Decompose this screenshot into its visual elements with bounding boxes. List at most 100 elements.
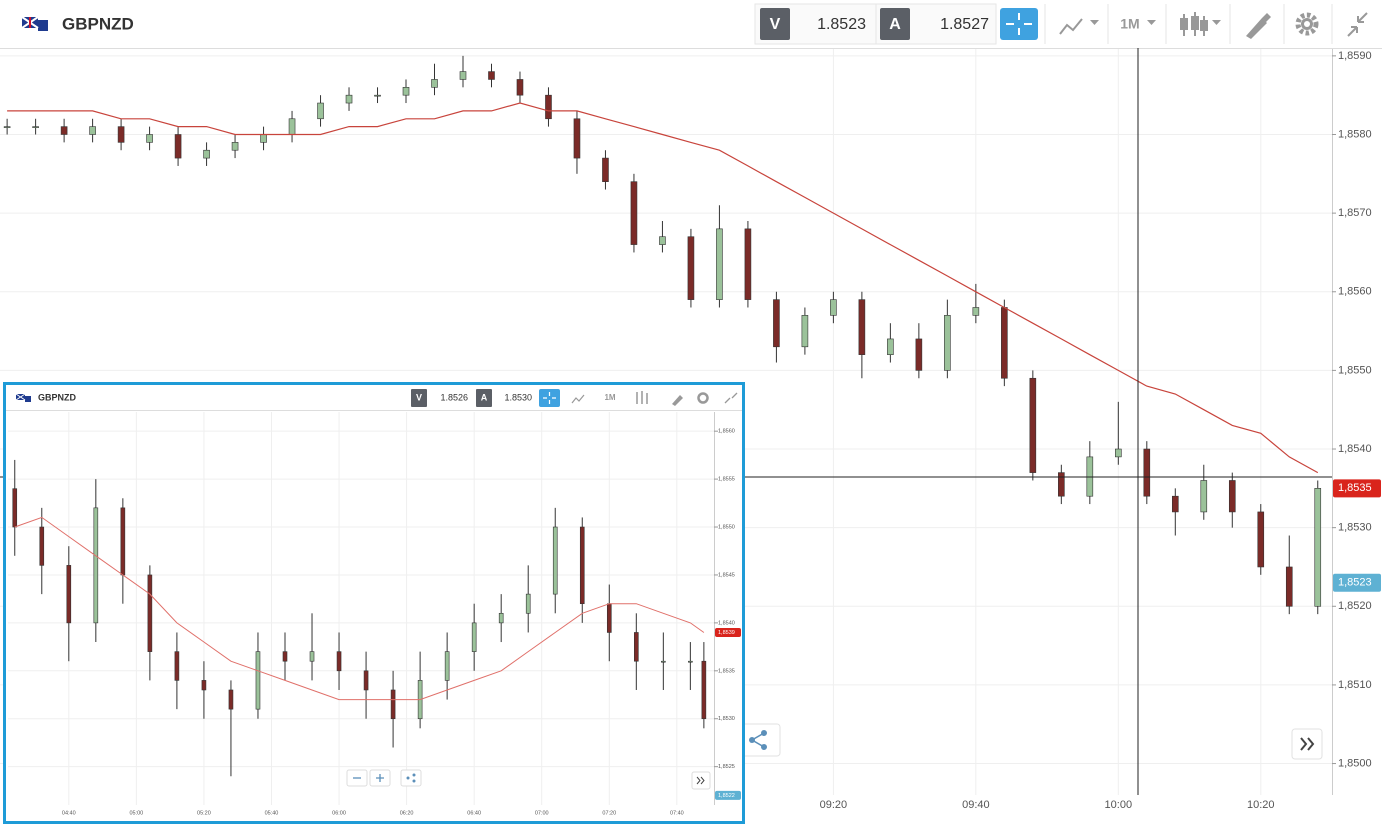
candle-body [120,507,126,576]
collapse-button[interactable] [1347,12,1368,37]
inset-header-bar [4,383,744,411]
y-tick-label: 1,8555 [718,477,735,483]
timeframe-button[interactable]: 1M [1120,16,1139,32]
inset-candle-style-button[interactable] [636,391,648,404]
candle-body [1285,566,1293,607]
header-bar [0,0,1382,48]
candle-body [579,526,585,605]
candle-body [317,102,324,120]
bid-label: V [770,16,781,33]
x-tick-label: 07:20 [602,810,616,816]
x-tick-label: 06:20 [400,810,414,816]
inset-draw-tool-button[interactable] [672,395,683,406]
crosshair-button[interactable] [1000,8,1038,40]
inset-collapse-button[interactable] [724,392,738,404]
inset-chart-type-button[interactable] [571,394,585,404]
candle-body [66,565,72,624]
x-tick-label: 05:20 [197,810,211,816]
settings-button[interactable] [1295,12,1319,36]
ask-price: 1.8527 [940,16,989,33]
x-tick-label: 06:00 [332,810,346,816]
candle-body [89,126,96,135]
y-tick-label: 1,8545 [718,572,735,578]
candle-body [1171,495,1179,513]
moving-average [7,102,1319,474]
x-tick-label: 10:20 [1247,799,1275,811]
inset-ask-price: 1.8530 [504,392,532,402]
candle-body [228,689,234,710]
inset-background [4,383,744,823]
y-tick-label: 1,8525 [718,764,735,770]
y-tick-label: 1,8500 [1338,757,1372,769]
candle-body [525,593,531,614]
candle-body [1058,472,1065,497]
candle-body [231,142,239,151]
candle-body [858,299,866,355]
price-label: 1,8523 [1338,577,1372,589]
chart-type-button[interactable] [1059,18,1099,35]
main-header: GBPNZD V 1.8523 A 1.8527 1M [0,0,1382,49]
candle-body [12,488,18,528]
candle-style-button[interactable] [1180,12,1221,36]
candle-body [3,126,11,128]
candle-body [1228,480,1236,513]
candle-body [661,660,666,663]
symbol: GBPNZD [62,14,134,33]
inset-timeframe-button[interactable]: 1M [604,393,615,402]
inset-settings-button[interactable] [697,392,709,404]
candle-body [915,338,923,371]
candle-body [147,574,153,652]
candle-body [602,157,609,182]
draw-tool-button[interactable] [1246,13,1271,39]
candle-body [288,118,296,135]
candle-body [146,134,153,143]
candle-body [60,126,68,135]
y-tick-label: 1,8590 [1338,50,1372,62]
candle-body [573,118,581,159]
x-tick-label: 05:00 [129,810,143,816]
inset-bid-badge[interactable] [411,389,427,407]
candle-body [374,94,381,97]
candle-body [402,87,410,96]
price-label: 1,8522 [718,793,735,799]
candle-body [552,526,558,595]
candle-body [201,680,207,691]
x-tick-label: 05:40 [265,810,279,816]
candle-body [830,299,837,316]
inset-flag-icon [15,393,31,402]
candle-body [630,181,638,245]
x-tick-label: 04:40 [62,810,76,816]
y-tick-label: 1,8530 [718,716,735,722]
y-tick-label: 1,8540 [1338,443,1372,455]
inset-zoom-buttons[interactable] [346,769,422,787]
candle-body [516,79,524,96]
y-tick-label: 1,8580 [1338,128,1372,140]
x-tick-label: 09:20 [820,799,848,811]
ask-badge[interactable] [880,8,910,40]
candle-body [260,134,267,143]
y-tick-label: 1,8535 [718,668,735,674]
x-tick-label: 07:00 [535,810,549,816]
y-tick-label: 1,8550 [718,524,735,530]
inset-scroll-forward-button[interactable] [691,771,711,790]
inset-chart: 1,8560 1,8555 1,8550 1,8545 1,8540 1,8535 1,85… [8,412,741,816]
inset-bid-label: V [416,392,422,402]
candle-body [1200,480,1208,513]
candle-body [498,612,504,624]
x-tick-label: 07:40 [670,810,684,816]
bid-price: 1.8523 [817,16,866,33]
y-tick-label: 1,8560 [718,429,735,435]
inset-window: 1,8560 1,8555 1,8550 1,8545 1,8540 1,8535 1,85… [3,382,745,824]
candle-body [117,126,125,143]
inset-crosshair-button[interactable] [539,389,560,407]
inset-ask-label: A [481,392,488,402]
share-button[interactable] [735,723,781,757]
candle-body [32,126,39,128]
candle-body [1029,377,1037,473]
ask-label: A [889,16,901,33]
inset-ask-badge[interactable] [476,389,492,407]
bid-badge[interactable] [760,8,790,40]
scroll-forward-button[interactable] [1291,728,1323,760]
x-tick-label: 09:40 [962,799,990,811]
candle-body [431,79,438,88]
